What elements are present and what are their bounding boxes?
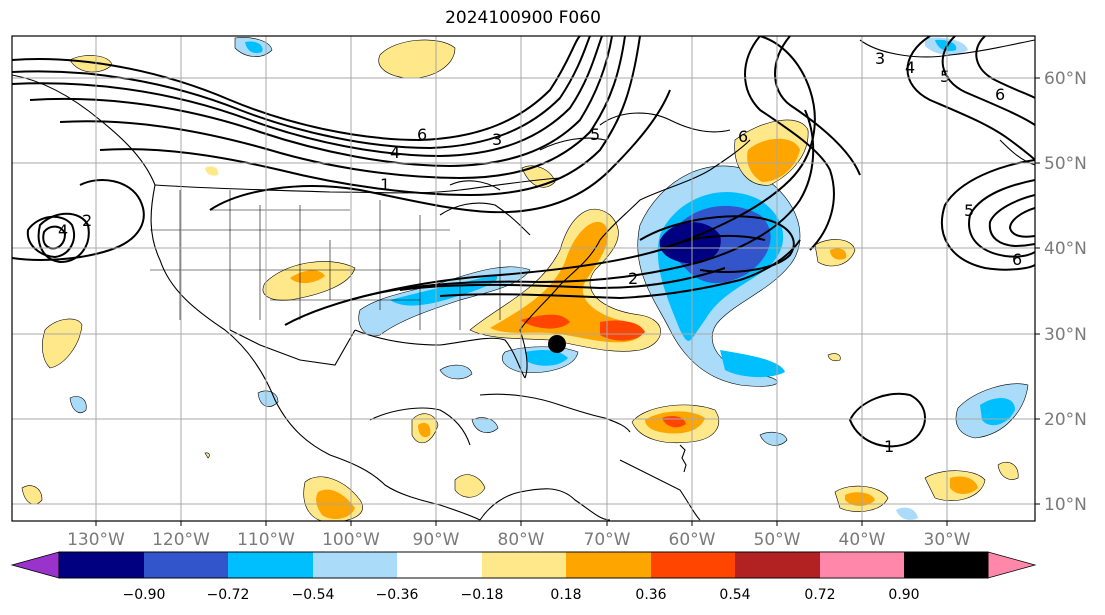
contour-label: 3: [875, 49, 885, 68]
contour-label: 5: [590, 125, 600, 144]
storm-position-dot: [548, 335, 566, 353]
contour-label: 4: [905, 58, 915, 77]
lat-label: 30°N: [1044, 325, 1087, 345]
lon-label: 30°W: [924, 530, 971, 550]
colorbar-swatch: [482, 552, 566, 578]
colorbar-swatch: [397, 552, 482, 578]
colorbar: [10, 551, 1037, 579]
colorbar-swatch: [735, 552, 820, 578]
contour-label: 6: [995, 85, 1005, 104]
colorbar-swatch: [566, 552, 651, 578]
colorbar-swatch: [904, 552, 988, 578]
colorbar-tick-label: −0.90: [123, 587, 166, 603]
axis-ticks: [95, 77, 1040, 526]
latitude-labels: 60°N 50°N 40°N 30°N 20°N 10°N: [1044, 69, 1087, 515]
longitude-labels: 130°W 120°W 110°W 100°W 90°W 80°W 70°W 6…: [67, 530, 971, 550]
contour-label: 6: [1012, 250, 1022, 269]
contour-label: 4: [58, 221, 68, 240]
contour-label: 6: [417, 125, 427, 144]
contour-label: 1: [380, 175, 390, 194]
lon-label: 50°W: [754, 530, 801, 550]
colorbar-tick-label: −0.36: [376, 587, 419, 603]
contour-label: 3: [492, 130, 502, 149]
state-borders: [150, 190, 501, 330]
lon-label: 90°W: [413, 530, 460, 550]
colorbar-tick-label: −0.54: [292, 587, 335, 603]
contour-label: 4: [390, 143, 400, 162]
lon-label: 40°W: [839, 530, 886, 550]
map-frame: [11, 35, 1036, 522]
colorbar-swatch: [144, 552, 228, 578]
lon-label: 60°W: [669, 530, 716, 550]
lat-label: 20°N: [1044, 410, 1087, 430]
lon-label: 80°W: [498, 530, 545, 550]
lat-label: 40°N: [1044, 239, 1087, 259]
colorbar-swatch: [228, 552, 313, 578]
contour-label: 2: [628, 269, 638, 288]
lat-label: 50°N: [1044, 154, 1087, 174]
lon-label: 70°W: [584, 530, 631, 550]
contour-lines: [12, 36, 1035, 448]
lon-label: 130°W: [67, 530, 125, 550]
colorbar-swatch: [59, 552, 144, 578]
colorbar-tick-label: −0.18: [461, 587, 504, 603]
contour-label: 5: [940, 67, 950, 86]
lon-label: 100°W: [322, 530, 380, 550]
colorbar-extend-low: [10, 551, 60, 579]
lon-label: 110°W: [237, 530, 295, 550]
map-title: 2024100900 F060: [445, 8, 601, 28]
colorbar-tick-label: −0.72: [207, 587, 250, 603]
colorbar-extend-high: [987, 551, 1037, 579]
colorbar-ticks: −0.90 −0.72 −0.54 −0.36 −0.18 0.18 0.36 …: [123, 587, 920, 603]
colorbar-tick-label: 0.72: [804, 587, 835, 603]
colorbar-tick-label: 0.54: [719, 587, 750, 603]
colorbar-tick-label: 0.18: [550, 587, 581, 603]
lon-label: 120°W: [152, 530, 210, 550]
colorbar-swatch: [313, 552, 397, 578]
colorbar-tick-label: 0.90: [888, 587, 919, 603]
contour-label: 1: [884, 437, 894, 456]
colorbar-swatch: [820, 552, 904, 578]
contour-label: 5: [964, 201, 974, 220]
lat-label: 10°N: [1044, 495, 1087, 515]
colorbar-swatch: [651, 552, 735, 578]
contour-label-group: 6 4 3 5 1 2 4 5 6 3 6 4 2 1 5 6: [58, 49, 1022, 456]
gridlines: [12, 36, 1035, 521]
contour-label: 2: [82, 211, 92, 230]
colorbar-tick-label: 0.36: [635, 587, 666, 603]
lat-label: 60°N: [1044, 69, 1087, 89]
contour-label: 6: [738, 127, 748, 146]
